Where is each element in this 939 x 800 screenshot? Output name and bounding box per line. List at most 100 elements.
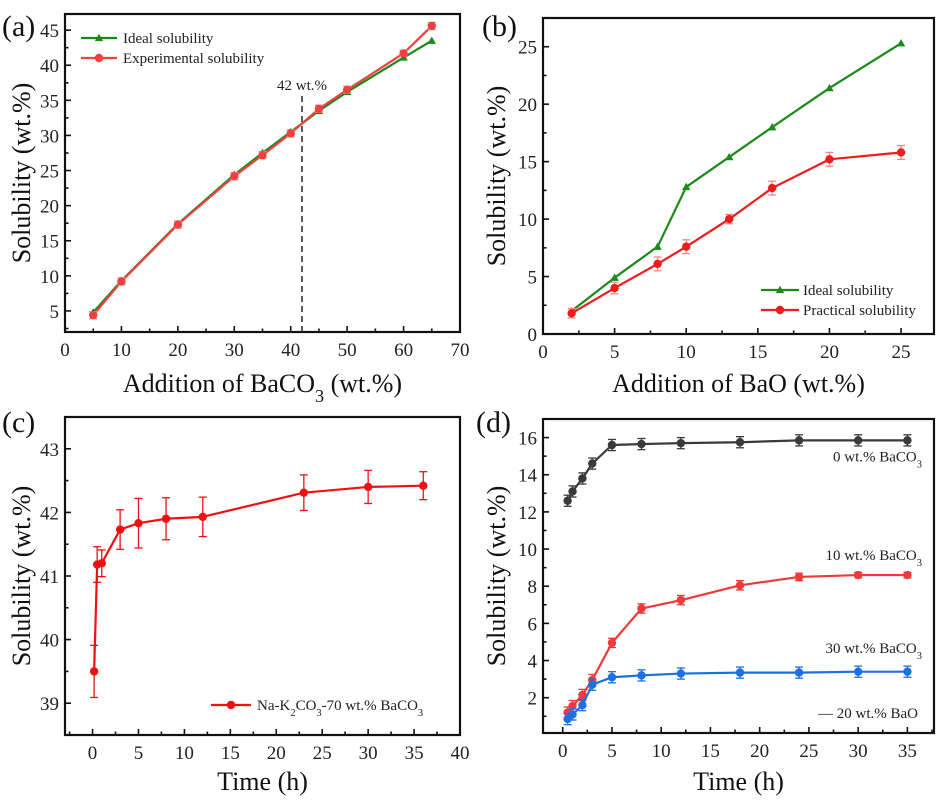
x-tick-label: 20 (820, 342, 839, 363)
y-tick-label: 15 (518, 153, 537, 174)
panel-c: 0 5 10 15 20 25 30 35 40 39 40 41 42 43(c) Time (h) Sol… (2, 406, 470, 796)
data-point (89, 310, 98, 320)
y-tick-label: 45 (40, 21, 59, 42)
data-point (399, 49, 408, 58)
x-tick-label: 25 (799, 741, 818, 762)
data-point (578, 690, 587, 700)
data-point (299, 488, 309, 497)
data-point (161, 514, 171, 523)
y-tick-label: 8 (528, 577, 538, 598)
data-point (676, 669, 686, 678)
y-axis-title: Solubility (wt.%) (482, 486, 511, 667)
series-line (92, 25, 433, 316)
series-2 (563, 665, 912, 726)
series-line (570, 42, 902, 312)
panel-d: 0 5 10 15 20 25 30 35 2 4 6 8 10 12 14 16 (d) Time (h) Sol… (476, 406, 936, 796)
x-axis-title: Addition of BaO (wt.%) (612, 369, 865, 398)
data-point (853, 667, 863, 676)
data-point (607, 638, 617, 648)
series-1 (89, 21, 436, 320)
x-tick-label: 60 (394, 340, 413, 361)
y-tick-label: 20 (40, 197, 59, 218)
data-point (314, 104, 324, 113)
y-tick-label: 14 (518, 466, 538, 487)
x-tick-label: 25 (313, 743, 332, 764)
data-point (637, 439, 646, 449)
data-point (637, 671, 646, 680)
x-tick-label: 25 (892, 342, 911, 363)
plot-frame (541, 417, 936, 735)
panel-label: (a) (2, 10, 35, 43)
panel-label: (b) (482, 10, 517, 43)
data-point (115, 525, 125, 534)
y-tick-label: 12 (518, 503, 537, 524)
series-label: 10 wt.% BaCO3 (826, 548, 923, 569)
x-tick-label: 20 (168, 340, 187, 361)
x-axis-title: Addition of BaCO3 (wt.%) (123, 369, 402, 406)
data-point (825, 155, 834, 164)
data-point (578, 474, 587, 483)
legend-label: Experimental solubility (123, 51, 265, 67)
data-point (724, 214, 734, 224)
x-tick-label: 0 (88, 743, 98, 764)
y-tick-label: 5 (50, 302, 60, 323)
x-tick-label: 10 (677, 342, 696, 363)
legend-marker (775, 285, 785, 294)
data-point (427, 21, 436, 31)
data-point (568, 710, 577, 719)
data-point (794, 668, 804, 677)
y-tick-label: 39 (40, 694, 59, 715)
data-point (89, 667, 99, 676)
data-point (607, 673, 617, 682)
y-tick-label: 40 (40, 56, 59, 77)
data-point (363, 482, 373, 492)
data-point (588, 680, 597, 689)
series-label: 30 wt.% BaCO3 (826, 641, 923, 662)
x-tick-label: 35 (405, 743, 424, 764)
x-tick-label: 50 (338, 340, 357, 361)
series-0 (563, 434, 912, 507)
data-point (735, 668, 745, 677)
y-tick-label: 16 (518, 429, 537, 450)
y-tick-label: 5 (528, 268, 538, 289)
data-point (637, 604, 646, 613)
data-point (853, 570, 863, 580)
x-axis-title: Time (h) (693, 767, 784, 796)
y-tick-label: 4 (528, 652, 538, 673)
data-point (342, 85, 352, 95)
data-point (230, 171, 239, 181)
x-tick-label: 10 (112, 340, 131, 361)
data-point (610, 273, 619, 281)
y-tick-label: 10 (40, 267, 59, 288)
data-point (134, 519, 143, 528)
series-line (571, 151, 902, 315)
x-tick-label: 5 (610, 342, 620, 363)
data-point (896, 39, 906, 47)
y-tick-label: 10 (518, 540, 537, 561)
data-point (610, 283, 619, 293)
x-tick-label: 5 (134, 743, 144, 764)
threshold-label: 42 wt.% (277, 78, 327, 94)
legend-marker (226, 700, 236, 710)
data-point (735, 438, 745, 447)
y-tick-label: 2 (528, 689, 538, 710)
data-point (735, 581, 745, 590)
series-line (92, 39, 433, 314)
y-tick-label: 10 (518, 210, 537, 231)
legend-marker (94, 53, 104, 63)
y-tick-label: 41 (40, 567, 59, 588)
x-tick-label: 10 (175, 743, 194, 764)
panel-label: (c) (2, 406, 35, 439)
legend-label: Ideal solubility (123, 31, 214, 47)
data-point (427, 36, 436, 44)
x-tick-label: 5 (607, 741, 617, 762)
data-point (563, 496, 572, 505)
y-tick-label: 6 (528, 614, 538, 635)
y-tick-label: 20 (518, 95, 537, 116)
data-point (588, 459, 597, 468)
data-point (97, 559, 106, 568)
y-tick-label: 25 (40, 162, 59, 183)
data-point (173, 220, 183, 229)
x-tick-label: 30 (225, 340, 244, 361)
